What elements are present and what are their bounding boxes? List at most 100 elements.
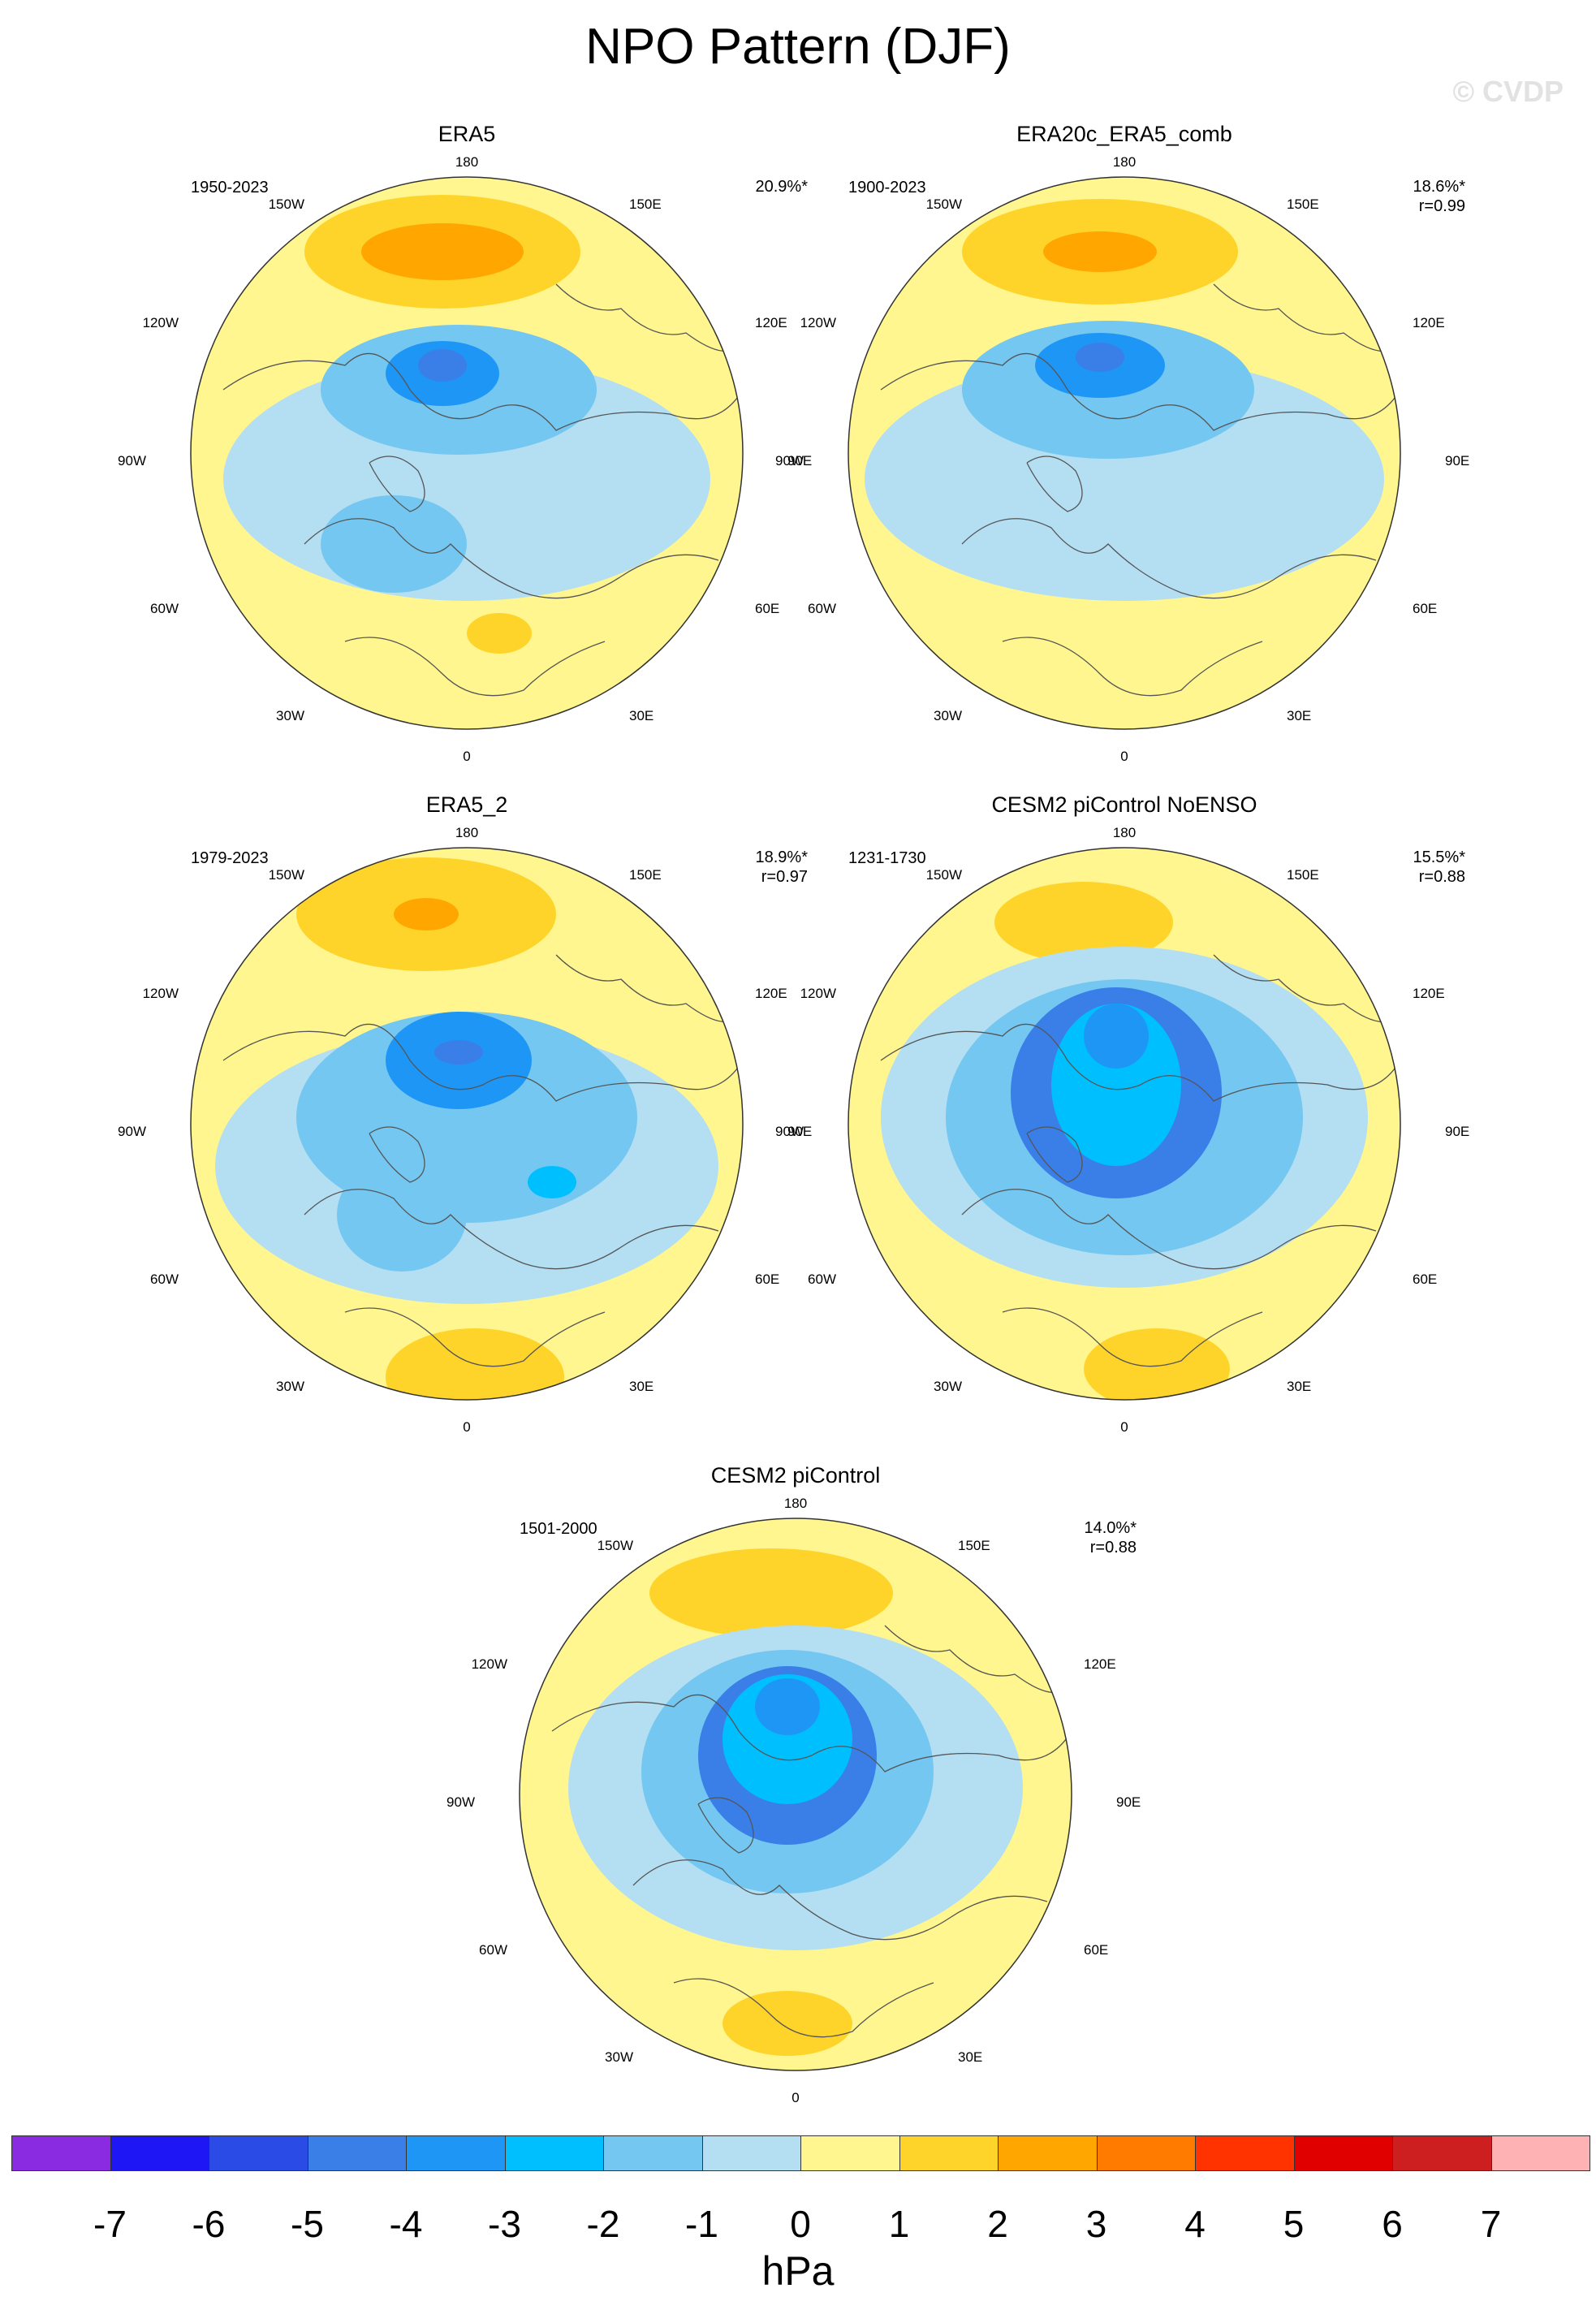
map-panel-era20c-era5-comb: ERA20c_ERA5_comb 1900-2023 18.6%* r=0.99 180… bbox=[759, 122, 1490, 788]
colorbar-tick-label: 2 bbox=[987, 2203, 1008, 2245]
coastline bbox=[1002, 637, 1263, 697]
longitude-label: 120E bbox=[1413, 986, 1445, 1001]
negative-anomaly-contour bbox=[434, 1040, 483, 1064]
longitude-label: 0 bbox=[463, 1419, 471, 1435]
longitude-label: 60W bbox=[479, 1942, 507, 1958]
longitude-label: 150E bbox=[1287, 867, 1319, 883]
panel-title: ERA20c_ERA5_comb bbox=[1016, 122, 1232, 146]
map-panel-era5: ERA5 1950-2023 20.9%* 180 0 90W 90E 150W 150E 120… bbox=[101, 122, 832, 788]
longitude-label: 60E bbox=[1413, 601, 1438, 616]
longitude-label: 60E bbox=[1084, 1942, 1109, 1958]
longitude-label: 60W bbox=[150, 601, 179, 616]
positive-anomaly-contour bbox=[649, 1548, 893, 1638]
longitude-label: 180 bbox=[1112, 825, 1137, 840]
longitude-label: 150W bbox=[268, 867, 304, 883]
longitude-label: 30W bbox=[276, 1379, 304, 1394]
longitude-label: 0 bbox=[792, 2090, 800, 2105]
polar-map bbox=[190, 176, 744, 730]
colorbar-swatch bbox=[209, 2135, 308, 2171]
longitude-label: 150E bbox=[1287, 196, 1319, 212]
colorbar-swatch bbox=[307, 2135, 407, 2171]
longitude-label: 120W bbox=[142, 315, 179, 330]
longitude-label: 150E bbox=[958, 1538, 990, 1553]
coastline bbox=[697, 1797, 754, 1854]
coastline bbox=[369, 1126, 425, 1183]
explained-variance: 18.9%* bbox=[755, 848, 809, 866]
longitude-label: 30E bbox=[1287, 1379, 1312, 1394]
longitude-label: 120W bbox=[471, 1656, 507, 1672]
coastline bbox=[961, 1189, 1377, 1270]
colorbar-swatch bbox=[1490, 2135, 1590, 2171]
negative-anomaly-contour bbox=[755, 1678, 820, 1735]
longitude-label: 120W bbox=[800, 986, 836, 1001]
coastline bbox=[884, 1625, 1064, 1694]
watermark: © CVDP bbox=[1452, 75, 1564, 108]
colorbar-swatch bbox=[504, 2135, 604, 2171]
colorbar-swatch bbox=[1096, 2135, 1196, 2171]
colorbar-swatch bbox=[1195, 2135, 1295, 2171]
negative-anomaly-contour bbox=[418, 349, 467, 382]
map-border bbox=[190, 847, 744, 1401]
colorbar-tick-label: -2 bbox=[586, 2203, 620, 2245]
period-label: 1900-2023 bbox=[848, 179, 926, 196]
stats-label: 18.6%* r=0.99 bbox=[1303, 177, 1466, 216]
longitude-label: 120E bbox=[755, 315, 787, 330]
colorbar-tick-label: -6 bbox=[192, 2203, 226, 2245]
longitude-label: 150E bbox=[629, 196, 662, 212]
figure-title: NPO Pattern (DJF) bbox=[585, 19, 1011, 75]
colorbar-tick-label: 0 bbox=[790, 2203, 811, 2245]
negative-anomaly-contour bbox=[1051, 1004, 1181, 1166]
map-border bbox=[519, 1518, 1072, 2071]
coastline bbox=[304, 518, 719, 599]
colorbar-tick-label: 6 bbox=[1382, 2203, 1403, 2245]
longitude-label: 0 bbox=[1120, 1419, 1128, 1435]
period-label: 1979-2023 bbox=[191, 849, 269, 867]
explained-variance: 15.5%* bbox=[1413, 848, 1466, 866]
negative-anomaly-contour bbox=[337, 1158, 467, 1272]
longitude-label: 30W bbox=[934, 1379, 962, 1394]
coastline bbox=[555, 954, 735, 1023]
longitude-label: 180 bbox=[455, 154, 479, 170]
coastline bbox=[632, 1859, 1048, 1941]
explained-variance: 20.9%* bbox=[755, 178, 809, 196]
negative-anomaly-contour bbox=[1076, 343, 1124, 372]
coastline bbox=[304, 1189, 719, 1270]
panel-title: ERA5_2 bbox=[425, 792, 508, 817]
coastline bbox=[344, 1307, 606, 1367]
map-border bbox=[190, 176, 744, 730]
longitude-label: 120E bbox=[755, 986, 787, 1001]
longitude-label: 60W bbox=[808, 601, 836, 616]
longitude-label: 90W bbox=[118, 453, 146, 468]
longitude-label: 0 bbox=[463, 749, 471, 764]
explained-variance: 18.6%* bbox=[1413, 178, 1466, 196]
longitude-label: 120E bbox=[1084, 1656, 1116, 1672]
positive-anomaly-contour bbox=[994, 882, 1173, 963]
longitude-label: 60E bbox=[755, 601, 780, 616]
polar-map bbox=[848, 176, 1401, 730]
coastline bbox=[344, 637, 606, 697]
colorbar-swatch bbox=[110, 2135, 209, 2171]
stats-label: 20.9%* bbox=[645, 177, 809, 196]
coastline bbox=[1213, 283, 1393, 352]
colorbar-swatch bbox=[1392, 2135, 1492, 2171]
panel-title: CESM2 piControl bbox=[710, 1463, 881, 1487]
pattern-correlation: r=0.97 bbox=[761, 868, 808, 886]
colorbar-tick-label: -3 bbox=[488, 2203, 521, 2245]
longitude-label: 30W bbox=[276, 708, 304, 723]
period-label: 1231-1730 bbox=[848, 849, 926, 867]
negative-anomaly-contour bbox=[528, 1166, 576, 1198]
longitude-label: 90W bbox=[775, 453, 804, 468]
longitude-label: 90W bbox=[118, 1124, 146, 1139]
polar-map bbox=[190, 847, 744, 1401]
longitude-label: 120W bbox=[142, 986, 179, 1001]
longitude-label: 180 bbox=[783, 1496, 808, 1511]
coastline bbox=[1026, 456, 1083, 512]
longitude-label: 60E bbox=[1413, 1272, 1438, 1287]
explained-variance: 14.0%* bbox=[1084, 1519, 1137, 1537]
longitude-label: 150W bbox=[597, 1538, 633, 1553]
panel-title: CESM2 piControl NoENSO bbox=[991, 792, 1257, 817]
coastline bbox=[555, 283, 735, 352]
stats-label: 18.9%* r=0.97 bbox=[645, 848, 809, 887]
longitude-label: 0 bbox=[1120, 749, 1128, 764]
positive-anomaly-contour bbox=[394, 898, 459, 930]
